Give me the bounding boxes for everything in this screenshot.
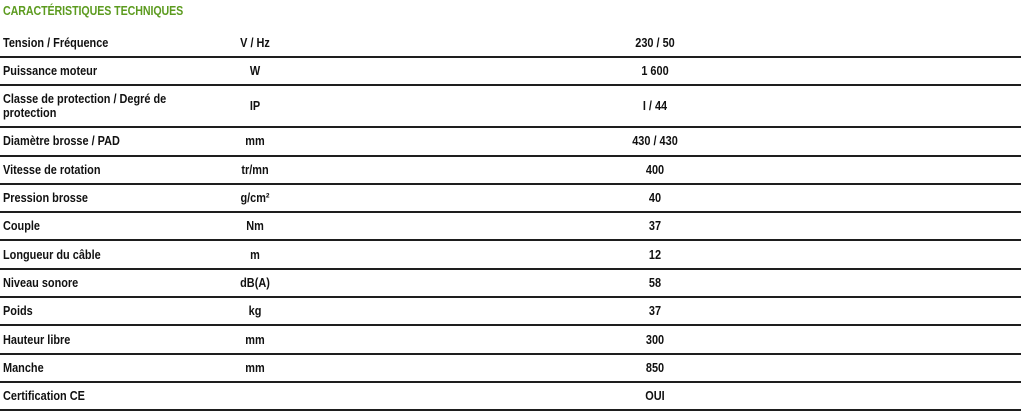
spec-row: Certification CE OUI — [0, 383, 1021, 412]
spec-unit: IP — [249, 98, 261, 114]
spec-label: Longueur du câble — [3, 246, 101, 262]
spec-row: Puissance moteur W 1 600 — [0, 58, 1021, 87]
spec-unit: tr/mn — [241, 161, 269, 177]
spec-unit: mm — [245, 359, 265, 375]
spec-value: 37 — [648, 218, 662, 234]
spec-value: 230 / 50 — [635, 35, 675, 50]
spec-label: Tension / Fréquence — [3, 35, 109, 50]
spec-label: Pression brosse — [3, 190, 88, 206]
spec-label: Couple — [3, 218, 41, 234]
spec-unit: mm — [245, 133, 265, 149]
spec-label: Certification CE — [3, 388, 85, 404]
spec-unit: g/cm² — [240, 190, 270, 206]
spec-unit: V / Hz — [240, 35, 270, 50]
spec-value: 12 — [648, 246, 662, 262]
spec-label: Classe de protection / Degré de protecti… — [3, 91, 167, 121]
spec-row: Hauteur libre mm 300 — [0, 326, 1021, 355]
spec-value: 430 / 430 — [632, 133, 678, 149]
spec-row: Poids kg 37 — [0, 298, 1021, 327]
spec-value: 300 — [645, 331, 665, 347]
spec-row: Tension / Fréquence V / Hz 230 / 50 — [0, 30, 1021, 58]
spec-row: Niveau sonore dB(A) 58 — [0, 270, 1021, 299]
spec-row: Pression brosse g/cm² 40 — [0, 185, 1021, 214]
spec-row: Couple Nm 37 — [0, 213, 1021, 242]
spec-label: Manche — [3, 359, 44, 375]
spec-value: I / 44 — [642, 98, 668, 114]
spec-value: 1 600 — [641, 63, 669, 79]
spec-row: Longueur du câble m 12 — [0, 241, 1021, 270]
spec-label: Vitesse de rotation — [3, 161, 101, 177]
spec-unit: Nm — [246, 218, 264, 234]
spec-label: Puissance moteur — [3, 63, 98, 79]
spec-label: Poids — [3, 303, 33, 319]
spec-value: 850 — [645, 359, 665, 375]
spec-unit: m — [250, 246, 260, 262]
spec-value: OUI — [645, 388, 665, 404]
spec-unit: dB(A) — [240, 274, 270, 290]
spec-value: 400 — [645, 161, 665, 177]
spec-row: Manche mm 850 — [0, 355, 1021, 383]
spec-table: Tension / Fréquence V / Hz 230 / 50 Puissan… — [0, 30, 1021, 412]
spec-value: 40 — [648, 190, 662, 206]
spec-row: Diamètre brosse / PAD mm 430 / 430 — [0, 128, 1021, 157]
spec-value: 58 — [648, 274, 662, 290]
spec-label: Hauteur libre — [3, 331, 71, 347]
spec-unit: mm — [245, 331, 265, 347]
spec-row: Vitesse de rotation tr/mn 400 — [0, 157, 1021, 185]
spec-row: Classe de protection / Degré de protecti… — [0, 86, 1021, 129]
spec-label: Niveau sonore — [3, 274, 79, 290]
section-title: CARACTÉRISTIQUES TECHNIQUES — [3, 3, 184, 18]
spec-unit: W — [249, 63, 261, 79]
spec-label: Diamètre brosse / PAD — [3, 133, 120, 149]
spec-value: 37 — [648, 303, 662, 319]
spec-unit: kg — [248, 303, 262, 319]
